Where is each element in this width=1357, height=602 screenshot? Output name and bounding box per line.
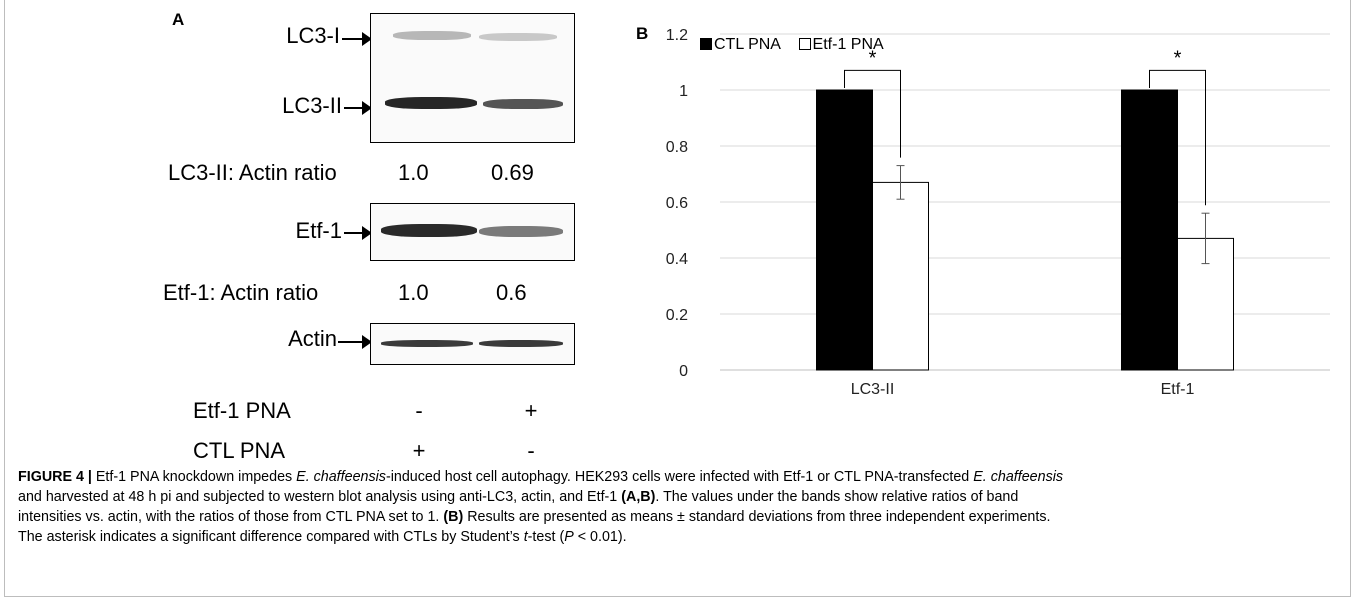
lc3-2-band-etf1 — [483, 99, 563, 109]
actin-blot-image — [370, 323, 575, 365]
caption-text: The asterisk indicates a significant dif… — [18, 529, 524, 545]
figure-caption: FIGURE 4 | Etf-1 PNA knockdown impedes E… — [18, 467, 1338, 547]
etf1-pna-label: Etf-1 PNA — [193, 398, 291, 423]
actin-band-ctl — [381, 340, 473, 347]
caption-text: -induced host cell autophagy. HEK293 cel… — [385, 469, 974, 485]
significance-marker: * — [869, 47, 877, 69]
caption-line-1: FIGURE 4 | Etf-1 PNA knockdown impedes E… — [18, 467, 1338, 487]
lc3-1-band-ctl — [393, 31, 471, 40]
significance-bracket — [844, 69, 901, 158]
caption-text: < 0.01). — [573, 529, 627, 545]
caption-line-3: intensities vs. actin, with the ratios o… — [18, 507, 1338, 527]
y-tick-label: 1.2 — [666, 27, 688, 44]
y-tick-label: 0.8 — [666, 139, 688, 156]
caption-line-4: The asterisk indicates a significant dif… — [18, 527, 1338, 547]
caption-species: E. chaffeensis — [973, 469, 1064, 485]
caption-text: and harvested at 48 h pi and subjected t… — [18, 489, 622, 505]
legend-label-etf1: Etf-1 PNA — [812, 36, 884, 53]
y-tick-label: 1 — [679, 83, 688, 100]
etf1-ratio-etf1: 0.6 — [496, 280, 527, 305]
y-tick-label: 0.6 — [666, 195, 688, 212]
caption-text: Results are presented as means ± standar… — [463, 509, 1051, 525]
caption-species: E. chaffeensis — [296, 469, 386, 485]
lc3-ratio-ctl: 1.0 — [398, 160, 429, 185]
legend-label-ctl: CTL PNA — [714, 36, 781, 53]
legend-swatch-ctl — [700, 38, 712, 50]
etf1-band-ctl — [381, 224, 477, 237]
etf1-ratio-label: Etf-1: Actin ratio — [163, 280, 319, 305]
panel-a-letter: A — [172, 10, 185, 29]
ctl-pna-sign-etf1: - — [527, 438, 535, 463]
bar-ctl — [1121, 89, 1178, 371]
significance-marker: * — [1174, 47, 1182, 69]
caption-italic: P — [564, 529, 574, 545]
legend-swatch-etf1 — [798, 38, 811, 50]
caption-panel-ref: (A,B) — [621, 489, 656, 505]
lc3-1-arrow — [342, 32, 372, 46]
y-tick-label: 0.4 — [666, 251, 688, 268]
etf1-ratio-ctl: 1.0 — [398, 280, 429, 305]
caption-text: intensities vs. actin, with the ratios o… — [18, 509, 444, 525]
lc3-blot-image — [370, 13, 575, 143]
lc3-1-band-etf1 — [479, 33, 557, 41]
y-tick-label: 0.2 — [666, 307, 688, 324]
bar-etf1 — [872, 181, 929, 371]
actin-band-etf1 — [479, 340, 563, 347]
caption-text: Etf-1 PNA knockdown impedes — [91, 469, 297, 485]
caption-figure-label: FIGURE 4 | — [18, 469, 92, 485]
lc3-ratio-label: LC3-II: Actin ratio — [168, 160, 337, 185]
ctl-pna-label: CTL PNA — [193, 438, 286, 463]
figure-frame — [4, 0, 1351, 597]
etf1-blot-image — [370, 203, 575, 261]
caption-italic: t — [523, 529, 528, 545]
lc3-1-label: LC3-I — [286, 23, 340, 48]
etf1-pna-sign-ctl: - — [415, 398, 423, 423]
etf1-pna-sign-etf1: + — [524, 398, 538, 423]
caption-line-2: and harvested at 48 h pi and subjected t… — [18, 487, 1338, 507]
legend: CTL PNA Etf-1 PNA — [700, 36, 884, 54]
etf1-label: Etf-1 — [295, 218, 342, 243]
bar-ctl — [816, 89, 873, 371]
lc3-2-label: LC3-II — [282, 93, 342, 118]
etf1-arrow — [344, 226, 372, 240]
y-tick-label: 0 — [679, 363, 688, 380]
lc3-2-band-ctl — [385, 97, 477, 109]
lc3-ratio-etf1: 0.69 — [491, 160, 534, 185]
etf1-band-etf1 — [479, 226, 563, 237]
ctl-pna-sign-ctl: + — [412, 438, 426, 463]
caption-panel-ref: (B) — [443, 509, 464, 525]
x-tick-label: LC3-II — [851, 381, 895, 398]
panel-b-letter: B — [636, 24, 649, 43]
actin-arrow — [338, 335, 372, 349]
x-tick-label: Etf-1 — [1161, 381, 1195, 398]
significance-bracket — [1149, 69, 1206, 206]
lc3-2-arrow — [344, 101, 372, 115]
caption-text: -test ( — [527, 529, 565, 545]
caption-text: . The values under the bands show relati… — [655, 489, 1019, 505]
bar-chart: 0 0.2 0.4 0.6 0.8 1 1.2 LC3-II * Etf-1 * — [666, 27, 1330, 398]
actin-label: Actin — [288, 326, 337, 351]
